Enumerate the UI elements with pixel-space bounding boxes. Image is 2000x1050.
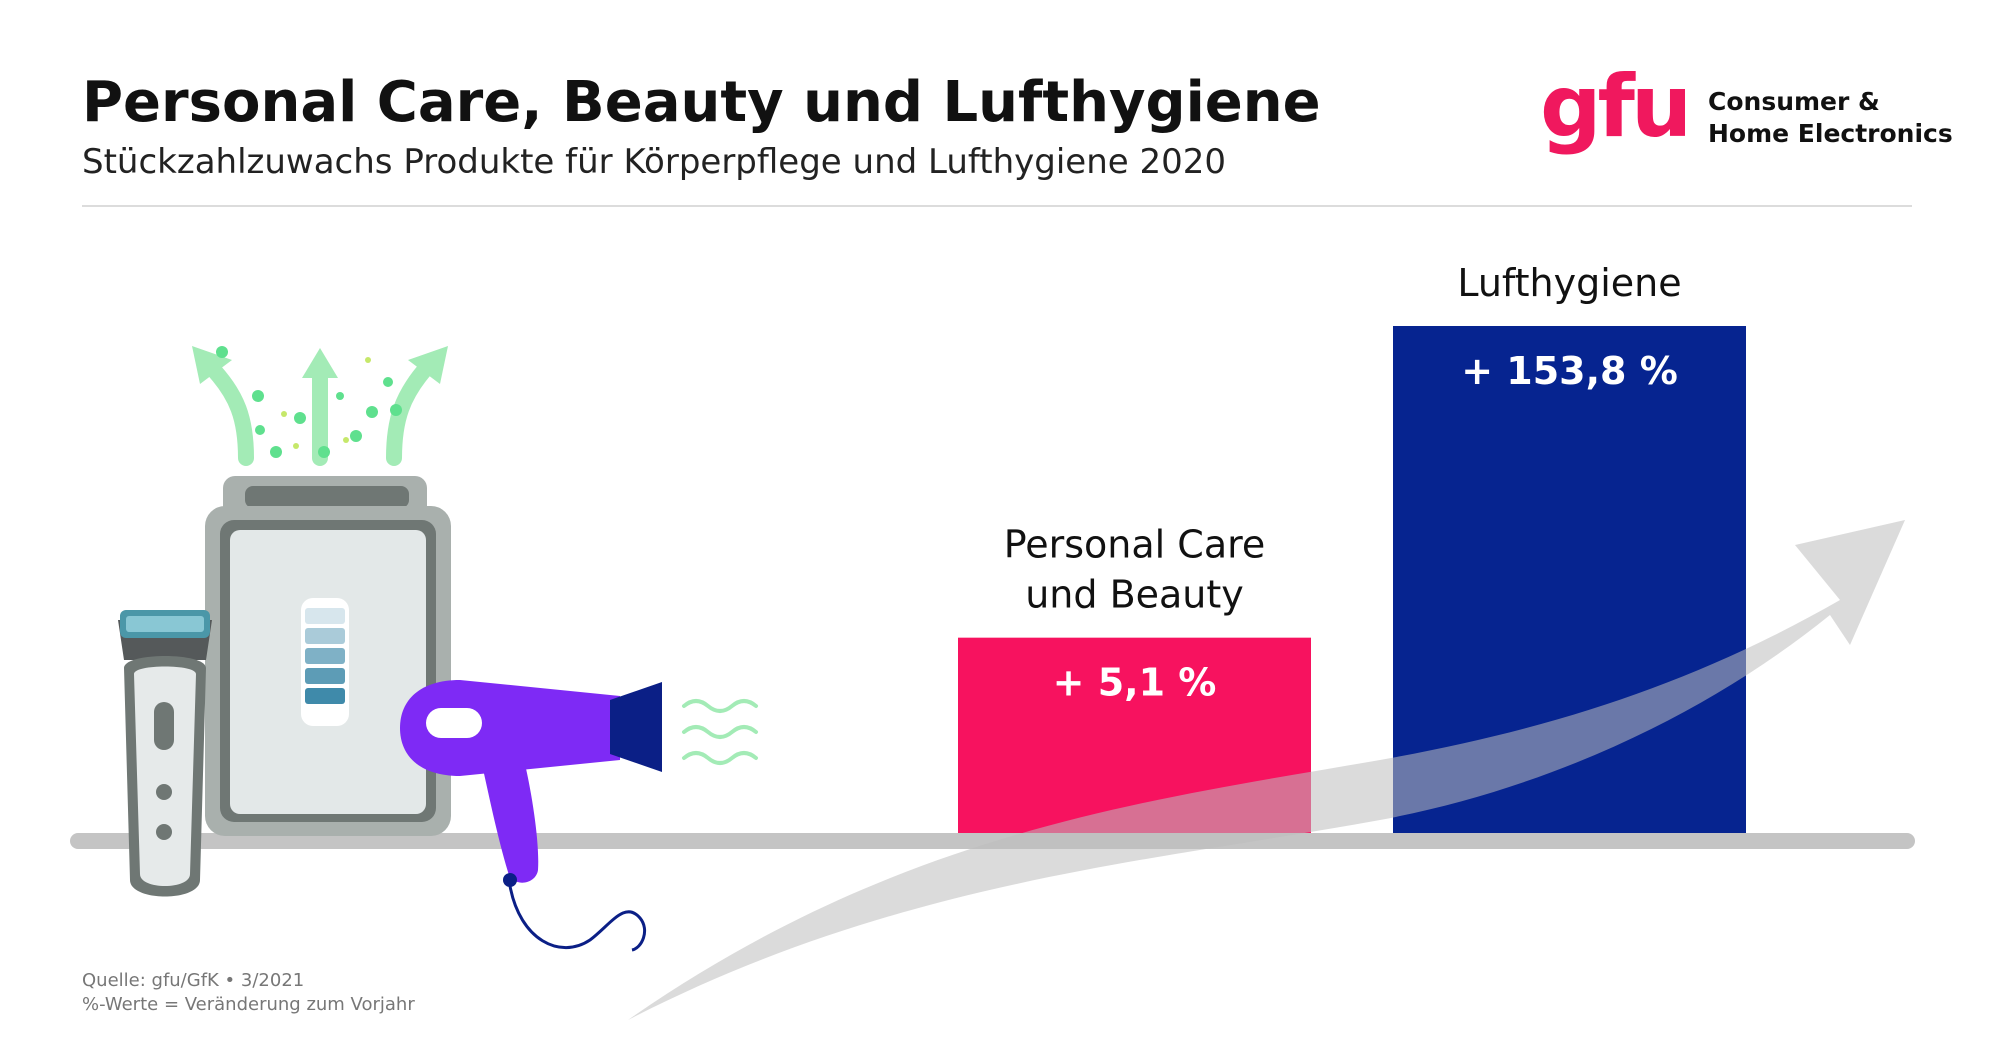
gfu-logo: gfu Consumer & Home Electronics bbox=[1540, 64, 1953, 172]
air-particles-icon bbox=[216, 346, 402, 458]
value-label-0: + 5,1 % bbox=[1053, 661, 1217, 705]
logo-mark: gfu bbox=[1540, 57, 1692, 157]
logo-line-1: Consumer & bbox=[1708, 87, 1880, 116]
logo-wordmark: Consumer & Home Electronics bbox=[1708, 86, 1953, 150]
shaver-icon bbox=[118, 610, 212, 897]
chart-title: Personal Care, Beauty und Lufthygiene bbox=[82, 70, 1321, 135]
value-label-1: + 153,8 % bbox=[1461, 349, 1678, 393]
category-label-0-1: und Beauty bbox=[1025, 573, 1244, 617]
air-purifier-icon bbox=[205, 476, 451, 836]
category-label-0-0: Personal Care bbox=[1004, 523, 1266, 567]
chart-subtitle: Stückzahlzuwachs Produkte für Körperpfle… bbox=[82, 142, 1227, 182]
growth-arrow-icon bbox=[628, 520, 1905, 1020]
header-divider bbox=[82, 205, 1912, 207]
warm-air-icon bbox=[682, 699, 758, 765]
source-note: Quelle: gfu/GfK • 3/2021 bbox=[82, 970, 305, 991]
definition-note: %-Werte = Veränderung zum Vorjahr bbox=[82, 994, 415, 1015]
logo-line-2: Home Electronics bbox=[1708, 119, 1953, 148]
category-label-1-0: Lufthygiene bbox=[1457, 261, 1681, 305]
hair-dryer-icon bbox=[400, 680, 662, 952]
